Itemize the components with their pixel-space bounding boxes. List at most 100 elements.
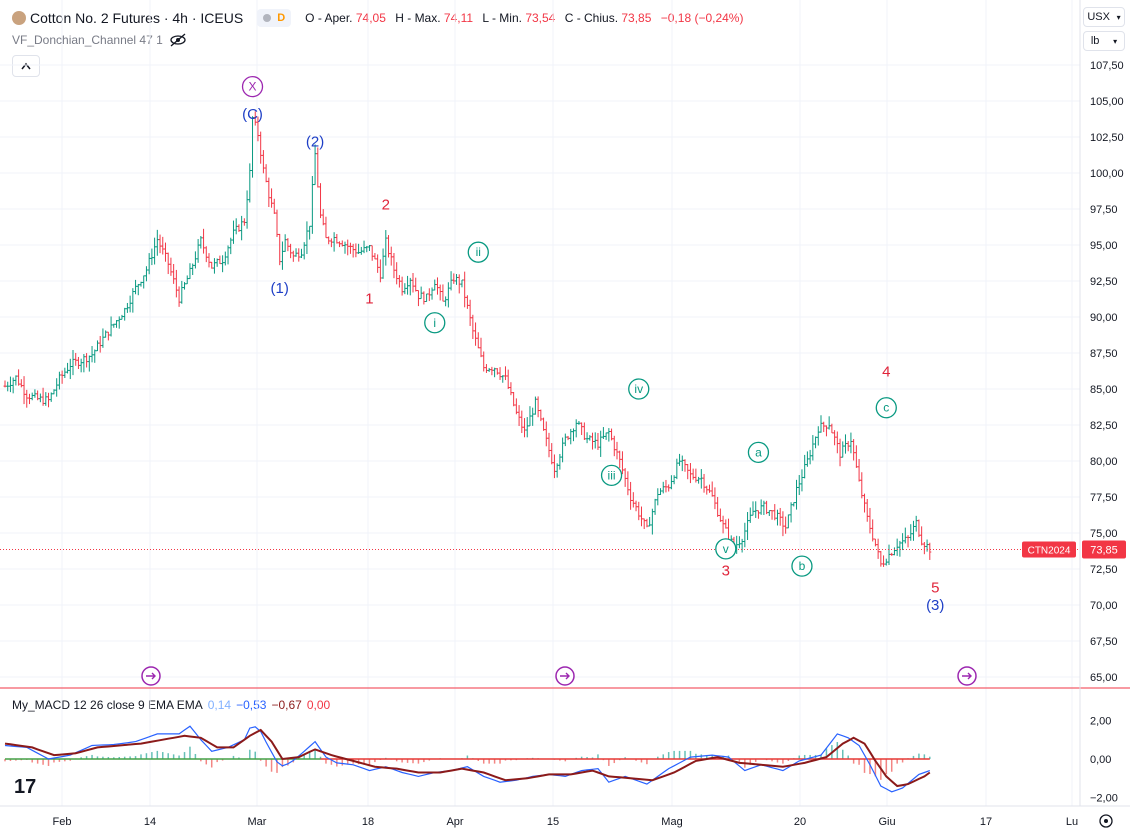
symbol-title[interactable]: Cotton No. 2 Futures · 4h · ICEUS (30, 10, 244, 26)
time-tick-label: Giu (878, 816, 895, 828)
macd-name: My_MACD 12 26 close 9 EMA EMA (12, 698, 203, 712)
wave-label: 2 (382, 197, 390, 214)
price-tick-label: 70,00 (1090, 600, 1118, 612)
status-dot-icon (263, 14, 272, 22)
wave-label: (1) (271, 280, 289, 297)
price-tick-label: 97,50 (1090, 204, 1118, 216)
wave-label: iii (608, 468, 616, 482)
price-tick-label: 65,00 (1090, 672, 1118, 684)
price-tick-label: 100,00 (1090, 168, 1124, 180)
arrow-right-icon (962, 672, 972, 680)
symbol-header: Cotton No. 2 Futures · 4h · ICEUS D O - … (12, 7, 749, 29)
symbol-tag-label: CTN2024 (1028, 546, 1071, 557)
wave-label-circle (600, 464, 623, 487)
wave-label: (3) (926, 597, 944, 614)
wave-label: 3 (722, 562, 730, 579)
price-tick-label: 107,50 (1090, 60, 1124, 72)
low-label: L - Min. (482, 11, 522, 25)
time-tick-label: 17 (980, 816, 992, 828)
chevron-down-icon: ▾ (1116, 12, 1121, 22)
macd-legend[interactable]: My_MACD 12 26 close 9 EMA EMA 0,14 −0,53… (12, 698, 330, 712)
high-value: 74,11 (443, 11, 474, 25)
wave-label-circle (241, 75, 264, 98)
price-tick-label: 90,00 (1090, 312, 1118, 324)
wave-label: (2) (306, 133, 324, 150)
macd-value-1: 0,14 (207, 698, 232, 712)
wave-label-circle (875, 397, 897, 419)
price-tick-label: 77,50 (1090, 492, 1118, 504)
arrow-right-icon (560, 672, 570, 680)
wave-label: v (723, 542, 729, 556)
price-tick-label: 92,50 (1090, 276, 1118, 288)
macd-value-2: −0,53 (236, 698, 267, 712)
currency-label: USX (1087, 11, 1110, 23)
chevron-up-icon (21, 62, 31, 70)
settings-gear-icon (1099, 814, 1113, 828)
last-price-label: 73,85 (1090, 545, 1118, 557)
chevron-down-icon: ▾ (1113, 36, 1118, 46)
unit-label: lb (1090, 35, 1100, 47)
wave-label-circle (791, 555, 813, 577)
price-tick-label: 87,50 (1090, 348, 1118, 360)
price-tick-label: 72,50 (1090, 564, 1118, 576)
macd-value-3: −0,67 (271, 698, 302, 712)
indicator-legend[interactable]: VF_Donchian_Channel 47 1 (12, 33, 187, 47)
macd-line (4, 725, 930, 793)
wave-label-circle (467, 241, 489, 263)
price-tick-label: 80,00 (1090, 456, 1118, 468)
wave-label: (C) (242, 106, 263, 123)
price-tick-label: 102,50 (1090, 132, 1124, 144)
ohlc-values: O - Aper. 74,05 H - Max. 74,11 L - Min. … (305, 11, 749, 25)
realtime-badge[interactable]: D (257, 9, 292, 27)
last-price-tag (1082, 540, 1126, 559)
wave-label: X (249, 80, 257, 94)
wave-label: a (755, 445, 762, 459)
time-tick-label: 15 (547, 816, 559, 828)
change-value: −0,18 (−0,24%) (660, 11, 744, 25)
close-label: C - Chius. (564, 11, 619, 25)
time-tick-label: Mag (661, 816, 682, 828)
price-tick-label: 95,00 (1090, 240, 1118, 252)
symbol-tag (1022, 541, 1076, 558)
wave-label: 1 (365, 290, 373, 307)
collapse-legend-button[interactable] (12, 55, 40, 77)
wave-label: iv (634, 382, 643, 396)
tradingview-logo-icon: 17 (14, 776, 36, 798)
unit-select[interactable]: lb ▾ (1083, 31, 1125, 51)
wave-label: 5 (931, 580, 939, 597)
macd-tick-label: −2,00 (1090, 793, 1118, 805)
delay-badge-label: D (277, 12, 286, 24)
settings-gear-center (1104, 819, 1108, 823)
macd-tick-label: 0,00 (1090, 754, 1111, 766)
open-label: O - Aper. (305, 11, 353, 25)
macd-value-4: 0,00 (306, 698, 331, 712)
wave-label-circle (747, 441, 770, 464)
price-tick-label: 75,00 (1090, 528, 1118, 540)
time-tick-label: 14 (144, 816, 156, 828)
currency-select[interactable]: USX ▾ (1083, 7, 1125, 27)
wave-label-circle (628, 378, 650, 400)
time-tick-label: Mar (248, 816, 267, 828)
time-tick-label: 18 (362, 816, 374, 828)
price-tick-label: 82,50 (1090, 420, 1118, 432)
wave-label: ii (476, 245, 481, 259)
indicator-name: VF_Donchian_Channel 47 1 (12, 33, 163, 47)
wave-label-circle (715, 538, 737, 560)
low-value: 73,54 (525, 11, 556, 25)
signal-line (4, 728, 931, 788)
wave-label: 4 (882, 364, 890, 381)
close-value: 73,85 (621, 11, 652, 25)
symbol-logo-icon (12, 11, 26, 25)
time-tick-label: Feb (53, 816, 72, 828)
high-label: H - Max. (395, 11, 441, 25)
macd-tick-label: 2,00 (1090, 715, 1111, 727)
time-tick-label: Lu (1066, 816, 1078, 828)
wave-label: b (799, 559, 806, 573)
price-tick-label: 67,50 (1090, 636, 1118, 648)
wave-label: i (433, 316, 436, 330)
hidden-eye-icon[interactable] (169, 33, 187, 47)
open-value: 74,05 (355, 11, 386, 25)
arrow-right-icon (146, 672, 156, 680)
wave-label: c (883, 401, 889, 415)
